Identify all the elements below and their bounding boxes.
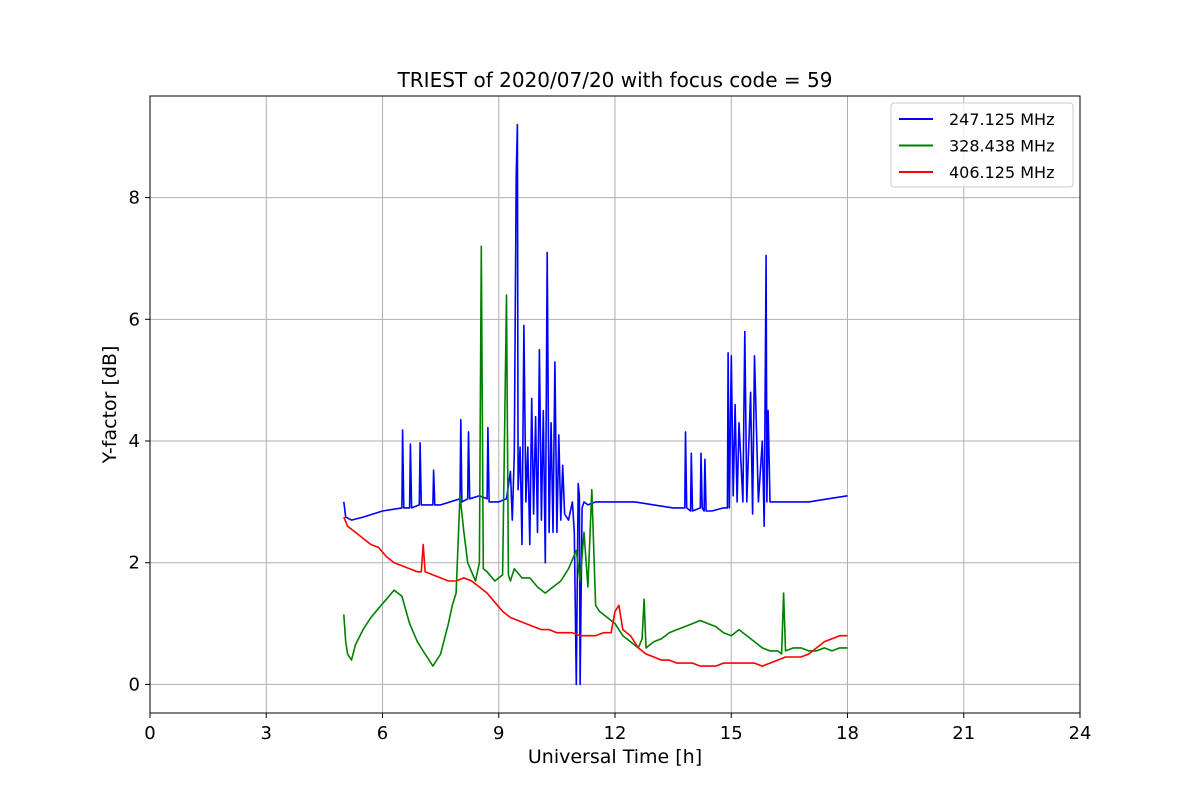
x-tick-label: 21 bbox=[952, 723, 975, 744]
legend: 247.125 MHz 328.438 MHz 406.125 MHz bbox=[890, 102, 1074, 188]
legend-box bbox=[890, 102, 1074, 188]
y-tick-label: 4 bbox=[129, 431, 140, 452]
legend-label-1: 247.125 MHz bbox=[949, 110, 1054, 129]
legend-label-2: 328.438 MHz bbox=[949, 137, 1054, 156]
series-line-1 bbox=[343, 123, 848, 686]
legend-label-3: 406.125 MHz bbox=[949, 163, 1054, 182]
plot-area bbox=[343, 123, 848, 686]
y-tick-label: 0 bbox=[129, 674, 140, 695]
x-tick-label: 0 bbox=[144, 723, 155, 744]
y-tick-label: 8 bbox=[129, 188, 140, 209]
x-tick-label: 12 bbox=[604, 723, 627, 744]
x-axis-label: Universal Time [h] bbox=[528, 746, 702, 768]
x-tick-label: 9 bbox=[493, 723, 504, 744]
x-tick-label: 15 bbox=[720, 723, 743, 744]
y-tick-label: 2 bbox=[129, 553, 140, 574]
grid bbox=[150, 96, 1080, 713]
series-line-3 bbox=[343, 516, 848, 667]
x-tick-label: 18 bbox=[836, 723, 859, 744]
y-axis-label: Y-factor [dB] bbox=[99, 346, 121, 465]
series-line-2 bbox=[343, 245, 848, 667]
chart-title: TRIEST of 2020/07/20 with focus code = 5… bbox=[397, 68, 833, 92]
x-tick-label: 24 bbox=[1069, 723, 1092, 744]
y-tick-label: 6 bbox=[129, 309, 140, 330]
x-tick-label: 6 bbox=[377, 723, 388, 744]
x-tick-label: 3 bbox=[261, 723, 272, 744]
